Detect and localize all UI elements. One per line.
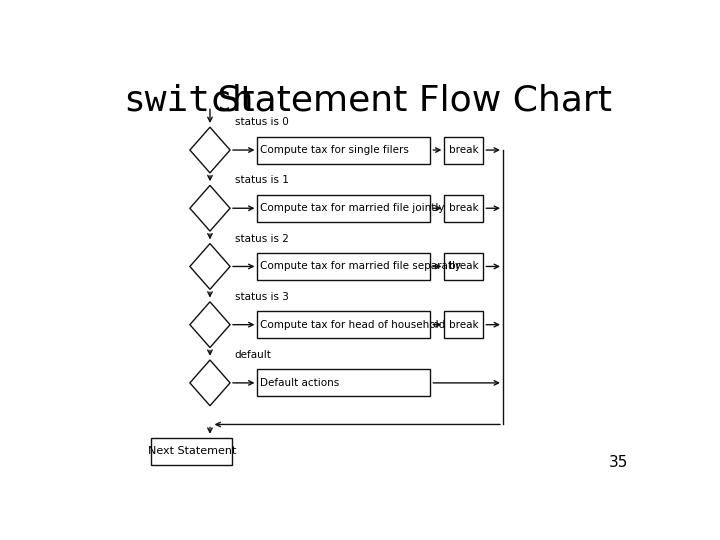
Text: Next Statement: Next Statement [148, 447, 236, 456]
Text: Default actions: Default actions [260, 378, 339, 388]
Bar [258, 195, 431, 222]
Text: switch: switch [124, 84, 254, 118]
Text: break: break [449, 145, 479, 155]
Text: Compute tax for married file jointly: Compute tax for married file jointly [260, 203, 444, 213]
Text: default: default [235, 350, 271, 360]
Text: status is 2: status is 2 [235, 234, 289, 244]
Text: status is 3: status is 3 [235, 292, 289, 302]
Bar [444, 311, 483, 338]
Bar [151, 438, 233, 465]
Text: status is 0: status is 0 [235, 117, 288, 127]
Bar [444, 195, 483, 222]
Bar [258, 253, 431, 280]
Text: Compute tax for head of household: Compute tax for head of household [260, 320, 445, 330]
Text: break: break [449, 203, 479, 213]
Bar [258, 311, 431, 338]
Text: 35: 35 [609, 455, 629, 470]
Text: break: break [449, 261, 479, 272]
Text: Compute tax for single filers: Compute tax for single filers [260, 145, 408, 155]
Text: break: break [449, 320, 479, 330]
Bar [258, 369, 431, 396]
Text: Compute tax for married file separatly: Compute tax for married file separatly [260, 261, 461, 272]
Text: Statement Flow Chart: Statement Flow Chart [206, 84, 612, 118]
Text: status is 1: status is 1 [235, 176, 289, 185]
Bar [258, 137, 431, 164]
Bar [444, 137, 483, 164]
Bar [444, 253, 483, 280]
